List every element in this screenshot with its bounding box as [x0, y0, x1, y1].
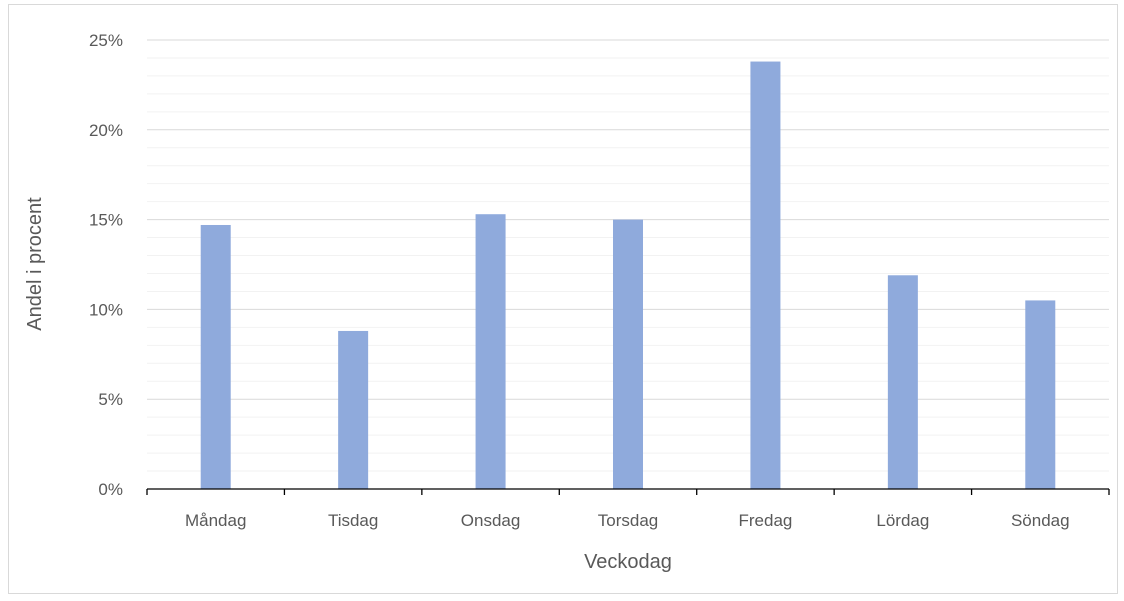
y-tick-label: 5%: [98, 390, 123, 409]
y-tick-label: 0%: [98, 480, 123, 499]
y-tick-label: 20%: [89, 121, 123, 140]
x-tick-label: Söndag: [1011, 511, 1070, 530]
x-tick-label: Onsdag: [461, 511, 521, 530]
y-tick-labels: 0% 5% 10% 15% 20% 25%: [89, 31, 123, 499]
bar: [475, 214, 506, 489]
bar: [338, 330, 369, 489]
y-tick-label: 15%: [89, 211, 123, 230]
y-tick-label: 10%: [89, 300, 123, 319]
y-axis-title: Andel i procent: [24, 197, 46, 331]
chart-frame: [8, 4, 1118, 594]
x-tick-label: Måndag: [185, 511, 246, 530]
y-tick-label: 25%: [89, 31, 123, 50]
x-axis: [146, 488, 1110, 495]
x-axis-title: Veckodag: [584, 551, 672, 573]
bar: [750, 61, 781, 489]
x-tick-label: Fredag: [738, 511, 792, 530]
bar: [887, 275, 918, 489]
x-tick-label: Lördag: [876, 511, 929, 530]
bars: [200, 61, 1056, 489]
bar: [200, 224, 231, 489]
bar: [613, 219, 643, 489]
x-tick-labels: Måndag Tisdag Onsdag Torsdag Fredag Lördag Sön…: [185, 511, 1070, 530]
x-tick-label: Tisdag: [328, 511, 378, 530]
x-tick-label: Torsdag: [598, 511, 658, 530]
bar: [1025, 300, 1056, 489]
